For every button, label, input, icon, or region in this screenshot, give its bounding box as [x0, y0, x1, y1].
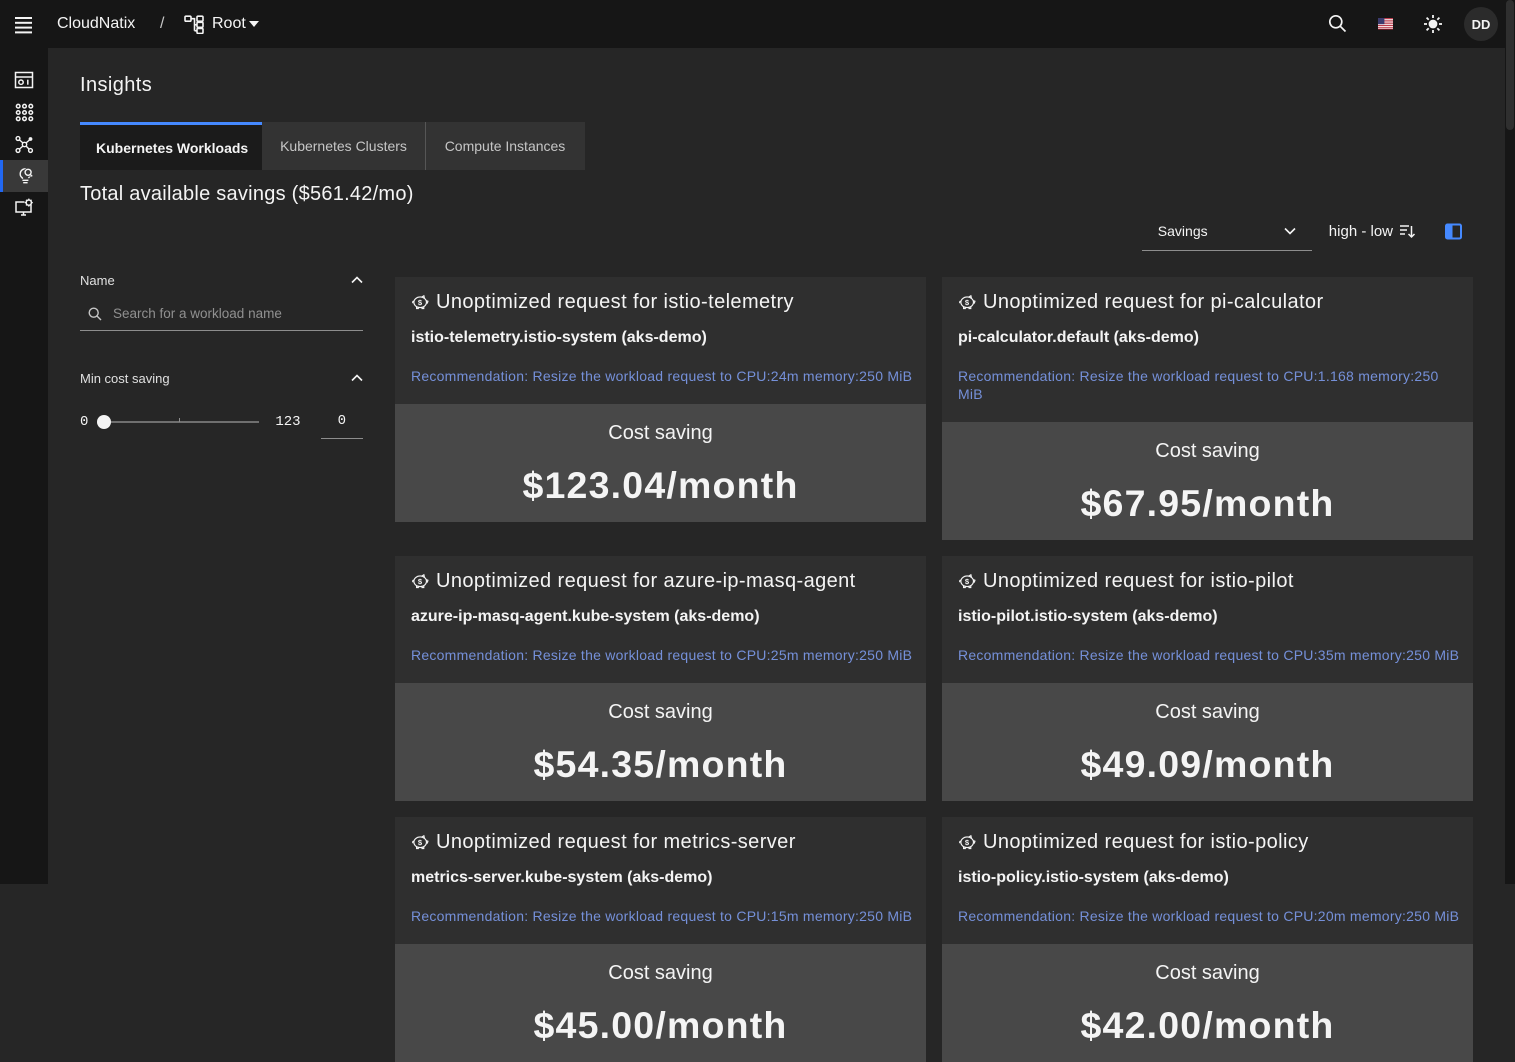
svg-text:$: $: [418, 838, 423, 847]
svg-text:$: $: [965, 298, 970, 307]
svg-text:$: $: [965, 577, 970, 586]
svg-text:$: $: [418, 577, 423, 586]
svg-text:$: $: [418, 298, 423, 307]
svg-text:$: $: [965, 838, 970, 847]
